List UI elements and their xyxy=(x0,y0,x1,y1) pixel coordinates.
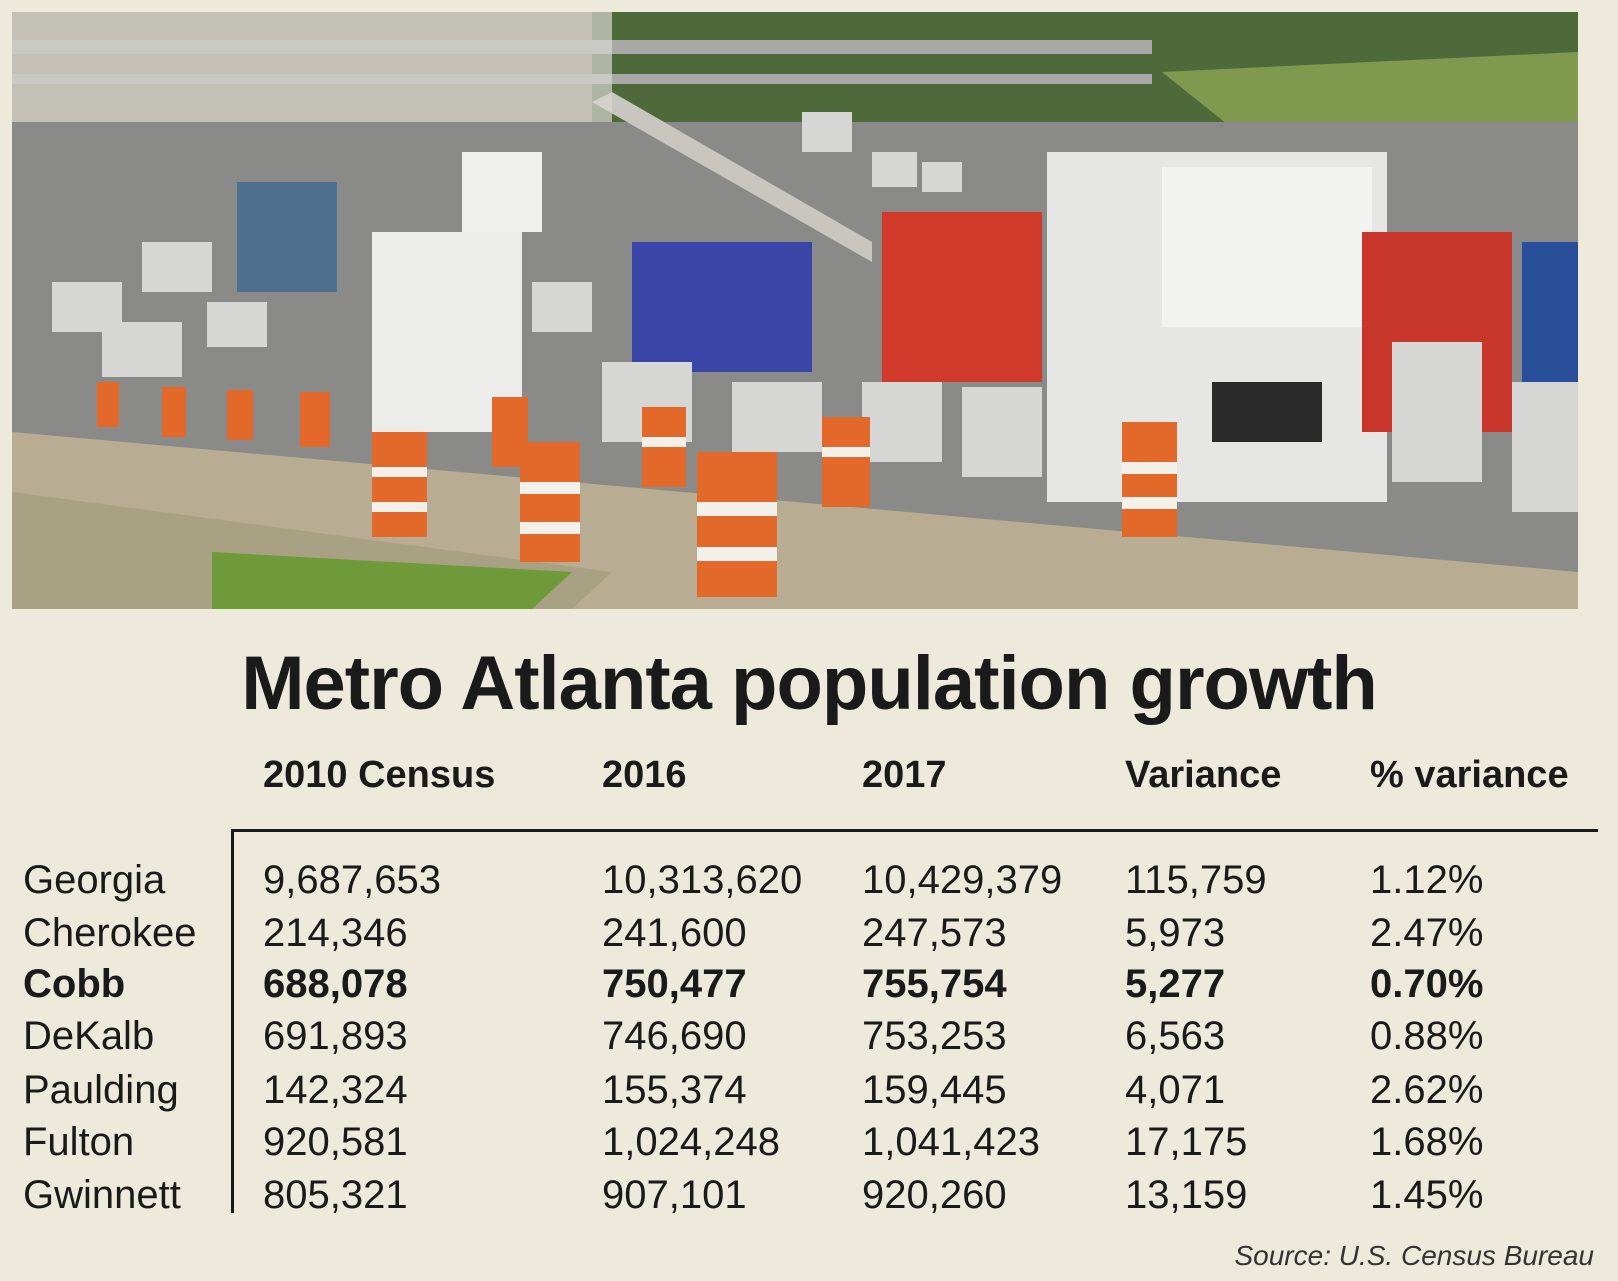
table-cell: 2.47% xyxy=(1370,911,1484,955)
table-cell: 1,041,423 xyxy=(862,1120,1040,1164)
table-cell: 214,346 xyxy=(263,911,408,955)
table-cell: 1,024,248 xyxy=(602,1120,780,1164)
table-cell: 691,893 xyxy=(263,1014,408,1058)
table-cell: Paulding xyxy=(23,1068,179,1112)
table-cell: 0.70% xyxy=(1370,962,1484,1006)
table-cell: 115,759 xyxy=(1125,858,1267,902)
table-cell: 10,429,379 xyxy=(862,858,1063,902)
column-header: Variance xyxy=(1125,754,1282,796)
table-cell: 247,573 xyxy=(862,911,1007,955)
table-cell: 10,313,620 xyxy=(602,858,803,902)
table-cell: 6,563 xyxy=(1125,1014,1226,1058)
table-cell: Cherokee xyxy=(23,911,197,955)
table-cell: 805,321 xyxy=(263,1173,408,1217)
table-cell: 920,260 xyxy=(862,1173,1007,1217)
trucks xyxy=(237,152,1578,502)
table-cell: 1.45% xyxy=(1370,1173,1484,1217)
table-cell: Gwinnett xyxy=(23,1173,181,1217)
table-cell: 13,159 xyxy=(1125,1173,1248,1217)
table-cell: 4,071 xyxy=(1125,1068,1226,1112)
table-cell: 750,477 xyxy=(602,962,747,1006)
table-cell: 241,600 xyxy=(602,911,747,955)
header-rule xyxy=(232,829,1598,832)
table-cell: 907,101 xyxy=(602,1173,747,1217)
column-header: 2016 xyxy=(602,754,687,796)
table-cell: 159,445 xyxy=(862,1068,1007,1112)
cars xyxy=(52,112,1578,512)
table-cell: 9,687,653 xyxy=(263,858,441,902)
table-cell: Fulton xyxy=(23,1120,135,1164)
table-cell: 755,754 xyxy=(862,962,1007,1006)
table-cell: 1.12% xyxy=(1370,858,1484,902)
column-header: % variance xyxy=(1370,754,1569,796)
table-cell: 2.62% xyxy=(1370,1068,1484,1112)
traffic-barrels xyxy=(97,382,1177,597)
table-cell: 155,374 xyxy=(602,1068,747,1112)
table-cell: Georgia xyxy=(23,858,166,902)
table-cell: 0.88% xyxy=(1370,1014,1484,1058)
column-header: 2010 Census xyxy=(263,754,496,796)
source-note: Source: U.S. Census Bureau xyxy=(1234,1240,1594,1271)
table-cell: Cobb xyxy=(23,962,126,1006)
table-cell: 746,690 xyxy=(602,1014,747,1058)
table-cell: 753,253 xyxy=(862,1014,1007,1058)
table-cell: 920,581 xyxy=(263,1120,408,1164)
column-header: 2017 xyxy=(862,754,947,796)
table-cell: 142,324 xyxy=(263,1068,408,1112)
highway-photo xyxy=(12,12,1578,609)
table-cell: 688,078 xyxy=(263,962,408,1006)
table-cell: 5,277 xyxy=(1125,962,1226,1006)
table-cell: 17,175 xyxy=(1125,1120,1248,1164)
column-rule xyxy=(231,829,234,1213)
table-cell: DeKalb xyxy=(23,1014,155,1058)
table-cell: 1.68% xyxy=(1370,1120,1484,1164)
table-cell: 5,973 xyxy=(1125,911,1226,955)
title: Metro Atlanta population growth xyxy=(241,641,1378,726)
